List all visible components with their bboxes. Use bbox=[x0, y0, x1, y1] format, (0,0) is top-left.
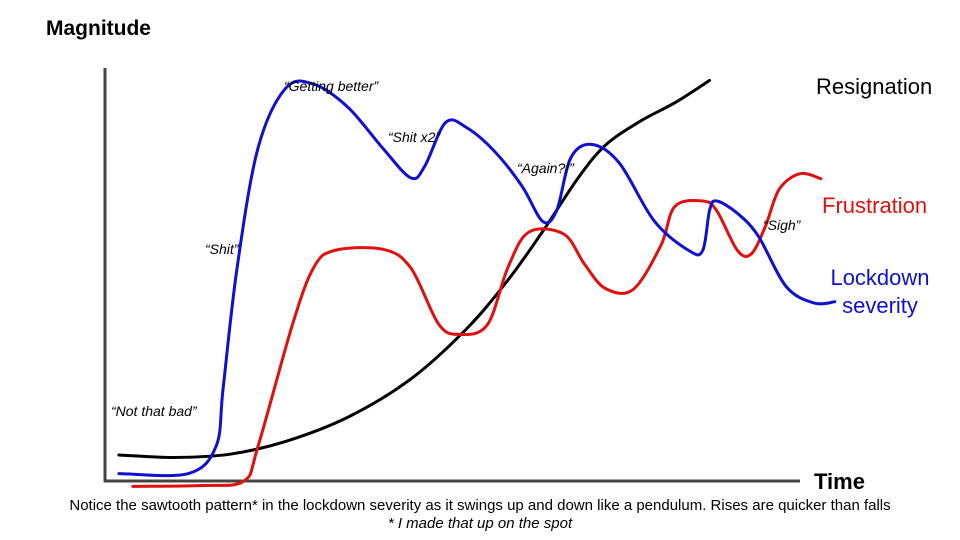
footnote: * I made that up on the spot bbox=[387, 515, 573, 532]
series-layer bbox=[117, 78, 837, 488]
annotation-shit: “Shit” bbox=[205, 241, 239, 257]
annotation-again: “Again?!” bbox=[517, 160, 574, 176]
y-axis-title: Magnitude bbox=[46, 17, 151, 40]
lockdown-severity-line bbox=[117, 79, 837, 478]
x-axis-title: Time bbox=[814, 469, 865, 494]
annotation-not-that-bad: “Not that bad” bbox=[111, 403, 197, 419]
resignation-label: Resignation bbox=[816, 74, 933, 99]
caption: Notice the sawtooth pattern* in the lock… bbox=[69, 497, 891, 514]
axes bbox=[103, 68, 800, 483]
frustration-label: Frustration bbox=[822, 193, 928, 218]
lockdown-severity-label: Lockdown severity bbox=[830, 265, 930, 318]
annotation-getting-better: “Getting better” bbox=[284, 78, 379, 94]
annotation-sigh: “Sigh” bbox=[763, 217, 801, 233]
annotation-shit-x2: “Shit x2” bbox=[388, 129, 441, 145]
frustration-line bbox=[131, 171, 823, 488]
resignation-line bbox=[117, 78, 712, 460]
